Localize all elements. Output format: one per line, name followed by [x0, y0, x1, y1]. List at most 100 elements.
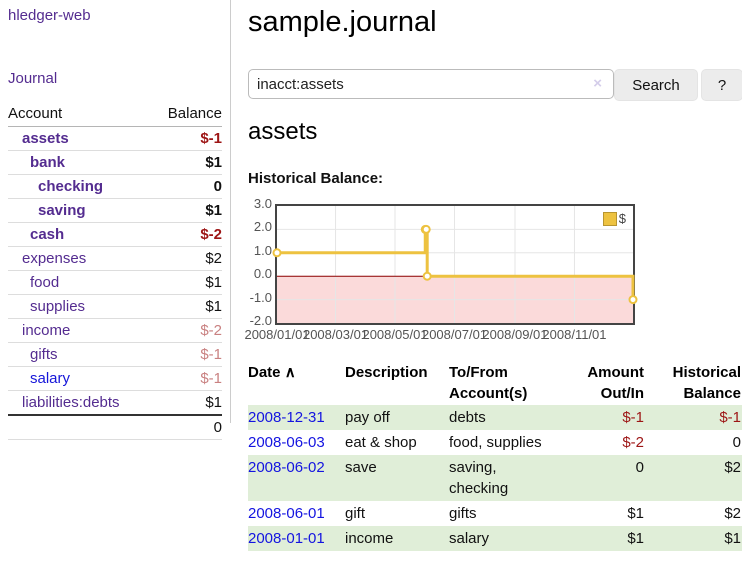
- account-name-cell: saving: [8, 198, 152, 223]
- transaction-description: save: [345, 459, 377, 476]
- transaction-date-cell: 2008-06-02: [248, 455, 345, 501]
- account-name-cell: cash: [8, 222, 152, 247]
- account-name-cell: income: [8, 318, 152, 343]
- transaction-date-link[interactable]: 2008-06-03: [248, 434, 325, 451]
- y-axis-tick-label: 0.0: [253, 266, 272, 282]
- balance-column-header: Balance: [152, 102, 222, 127]
- account-row: bank $1: [8, 150, 222, 175]
- search-input[interactable]: [248, 69, 614, 99]
- help-button[interactable]: ?: [701, 69, 742, 101]
- spacer: [8, 414, 152, 440]
- transaction-accounts: debts: [449, 409, 486, 426]
- historical-balance-chart: 3.0 2.0 1.0 0.0 -1.0 -2.0 $ 2008/01/01 2008/03…: [244, 197, 742, 352]
- chart-legend: $: [602, 211, 626, 226]
- search-bar: × Search ?: [248, 69, 742, 101]
- account-balance: $1: [152, 270, 222, 295]
- transaction-date-link[interactable]: 2008-01-01: [248, 530, 325, 547]
- clear-search-icon[interactable]: ×: [593, 75, 602, 92]
- x-axis-tick-label: 2008/03/01: [302, 327, 369, 342]
- account-name-cell: expenses: [8, 246, 152, 271]
- transaction-description: gift: [345, 505, 366, 522]
- page-title: sample.journal: [248, 6, 437, 38]
- account-name-cell: supplies: [8, 294, 152, 319]
- date-column-label: Date: [248, 364, 281, 381]
- transaction-accounts: saving, checking: [449, 459, 509, 497]
- x-axis-tick-label: 2008/11/01: [542, 327, 607, 342]
- account-balance: $2: [152, 246, 222, 271]
- transaction-date-link[interactable]: 2008-12-31: [248, 409, 325, 426]
- transaction-balance: $2: [724, 459, 741, 476]
- sidebar-account-link-cash[interactable]: cash: [30, 226, 65, 243]
- main-content: sample.journal × Search ? assets Histori…: [244, 0, 742, 582]
- account-balance: $-1: [152, 126, 222, 151]
- transaction-date-link[interactable]: 2008-06-02: [248, 459, 325, 476]
- sidebar: hledger-web Journal Account Balance asse…: [0, 0, 231, 440]
- account-balance: $-2: [152, 318, 222, 343]
- account-tree-table: Account Balance assets $-1 bank $1 checking 0…: [8, 102, 222, 440]
- app-brand-link[interactable]: hledger-web: [8, 7, 91, 24]
- transaction-balance: $1: [724, 530, 741, 547]
- transaction-amount: $1: [627, 530, 644, 547]
- transaction-date-cell: 2008-06-03: [248, 430, 345, 455]
- transaction-balance: $2: [724, 505, 741, 522]
- account-row: salary $-1: [8, 366, 222, 391]
- column-header-description: Description: [345, 364, 428, 381]
- transaction-date-link[interactable]: 2008-06-01: [248, 505, 325, 522]
- transaction-amount: $-2: [622, 434, 644, 451]
- account-balance: $1: [152, 150, 222, 175]
- transaction-date-cell: 2008-01-01: [248, 526, 345, 551]
- register-row: 2008-06-01 gift gifts $1 $2: [248, 501, 742, 526]
- account-name-cell: bank: [8, 150, 152, 175]
- sidebar-account-link-gifts[interactable]: gifts: [30, 346, 58, 363]
- sidebar-item-journal[interactable]: Journal: [8, 70, 58, 87]
- account-balance: $-1: [152, 366, 222, 391]
- sidebar-account-link-income[interactable]: income: [22, 322, 71, 339]
- register-row: 2008-06-02 save saving, checking 0 $2: [248, 455, 742, 501]
- sidebar-account-link-salary[interactable]: salary: [30, 370, 71, 387]
- legend-swatch-icon: [602, 211, 617, 226]
- y-axis-tick-label: 1.0: [253, 242, 272, 258]
- account-name-cell: assets: [8, 126, 152, 151]
- account-row: food $1: [8, 270, 222, 295]
- account-tree-header: Account Balance: [8, 102, 222, 127]
- account-row: liabilities:debts $1: [8, 390, 222, 416]
- account-row: assets $-1: [8, 126, 222, 151]
- transaction-description: pay off: [345, 409, 390, 426]
- account-balance: $-2: [152, 222, 222, 247]
- column-header-date[interactable]: Date ∧: [248, 361, 345, 405]
- account-name-cell: checking: [8, 174, 152, 199]
- sidebar-account-link-food[interactable]: food: [30, 274, 60, 291]
- account-heading: assets: [248, 118, 318, 145]
- account-balance: $1: [152, 390, 222, 416]
- register-header-row: Date ∧ Description To/From Account(s) Am…: [248, 361, 742, 405]
- transaction-balance: $-1: [719, 409, 741, 426]
- y-axis-tick-label: -1.0: [249, 289, 272, 305]
- account-row: cash $-2: [8, 222, 222, 247]
- account-row: gifts $-1: [8, 342, 222, 367]
- account-name-cell: salary: [8, 366, 152, 391]
- account-row: supplies $1: [8, 294, 222, 319]
- sidebar-account-link-bank[interactable]: bank: [30, 154, 66, 171]
- sidebar-account-link-checking[interactable]: checking: [38, 178, 104, 195]
- transaction-date-cell: 2008-12-31: [248, 405, 345, 430]
- sidebar-account-link-supplies[interactable]: supplies: [30, 298, 86, 315]
- transaction-amount: $1: [627, 505, 644, 522]
- account-row: checking 0: [8, 174, 222, 199]
- sidebar-account-link-liabilities-debts[interactable]: liabilities:debts: [22, 394, 120, 411]
- transaction-amount: $-1: [622, 409, 644, 426]
- sort-ascending-icon: ∧: [284, 364, 296, 381]
- y-axis-tick-label: 2.0: [253, 219, 272, 235]
- accounts-total-value: 0: [152, 414, 222, 440]
- x-axis-tick-label: 2008/09/01: [482, 327, 548, 342]
- transaction-balance: 0: [732, 434, 741, 451]
- search-button[interactable]: Search: [614, 69, 698, 101]
- sidebar-account-link-saving[interactable]: saving: [38, 202, 86, 219]
- account-balance: 0: [152, 174, 222, 199]
- transaction-accounts: salary: [449, 530, 490, 547]
- account-balance: $-1: [152, 342, 222, 367]
- transaction-accounts: food, supplies: [449, 434, 542, 451]
- sidebar-account-link-assets[interactable]: assets: [22, 130, 69, 147]
- account-name-cell: gifts: [8, 342, 152, 367]
- sidebar-account-link-expenses[interactable]: expenses: [22, 250, 87, 267]
- search-input-wrapper: ×: [248, 69, 614, 99]
